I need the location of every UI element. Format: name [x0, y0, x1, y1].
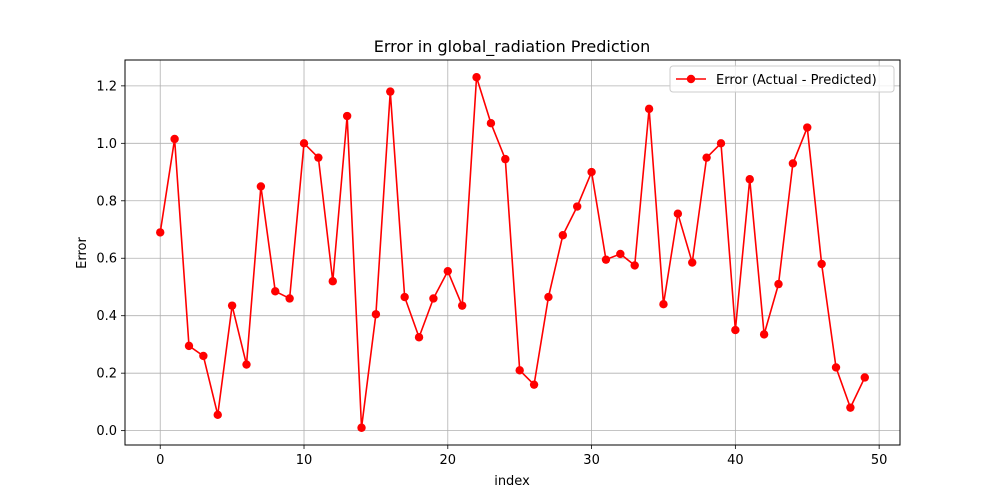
- legend-label: Error (Actual - Predicted): [716, 73, 877, 88]
- x-tick-label: 30: [583, 453, 600, 468]
- data-point: [213, 410, 222, 420]
- grid: [125, 60, 900, 445]
- data-point: [156, 228, 165, 237]
- data-point: [371, 310, 381, 319]
- data-point: [414, 333, 424, 342]
- data-point: [659, 300, 668, 309]
- data-point: [242, 360, 251, 369]
- data-point: [573, 202, 582, 211]
- data-point: [601, 255, 611, 264]
- x-tick-label: 50: [871, 453, 888, 468]
- data-point: [515, 366, 524, 375]
- data-point: [443, 266, 452, 276]
- y-tick-label: 1.2: [96, 79, 117, 94]
- chart-title: Error in global_radiation Prediction: [374, 37, 651, 57]
- data-point: [788, 159, 798, 168]
- series-layer: [156, 73, 869, 432]
- legend: Error (Actual - Predicted): [669, 65, 895, 93]
- data-point: [429, 294, 438, 303]
- data-point: [817, 259, 826, 269]
- data-point: [544, 292, 553, 302]
- data-point: [803, 123, 812, 132]
- data-point: [616, 249, 625, 259]
- data-point: [702, 153, 711, 162]
- data-point: [846, 403, 855, 412]
- y-tick-label: 0.4: [96, 309, 117, 324]
- x-tick-label: 10: [296, 453, 313, 468]
- data-point: [831, 363, 841, 372]
- data-point: [529, 380, 539, 389]
- y-tick-label: 0.8: [96, 194, 117, 209]
- data-point: [774, 279, 783, 289]
- data-point: [457, 301, 467, 310]
- data-point: [558, 231, 568, 240]
- data-point: [184, 341, 194, 351]
- y-tick-label: 0.2: [96, 367, 117, 382]
- legend-box: [669, 65, 895, 93]
- data-point: [759, 330, 769, 339]
- series-line: [159, 76, 866, 429]
- y-tick-label: 0.0: [96, 424, 117, 439]
- data-point: [299, 139, 309, 148]
- data-point: [400, 292, 409, 302]
- data-point: [314, 153, 323, 162]
- ticks: 0 10 20 30 40 50 0.0 0.2 0.4 0.6 0.8 1.0 1.2: [96, 79, 887, 468]
- data-point: [716, 139, 726, 148]
- data-point: [673, 209, 683, 218]
- data-point: [256, 182, 266, 191]
- data-point: [170, 134, 179, 144]
- data-point: [386, 87, 395, 96]
- data-point: [644, 104, 654, 114]
- y-tick-label: 1.0: [96, 137, 117, 152]
- x-tick-label: 20: [440, 453, 457, 468]
- data-point: [357, 423, 366, 432]
- data-point: [227, 301, 237, 310]
- data-point: [731, 325, 740, 335]
- data-point: [860, 373, 869, 382]
- legend-marker-swatch: [686, 74, 696, 84]
- data-point: [486, 119, 496, 128]
- data-point: [745, 175, 754, 184]
- data-point: [587, 167, 596, 177]
- x-tick-label: 0: [156, 453, 164, 468]
- data-point: [342, 111, 352, 121]
- data-point: [501, 154, 510, 164]
- data-point: [472, 73, 481, 82]
- y-tick-label: 0.6: [96, 252, 117, 267]
- plot-frame: [124, 59, 901, 446]
- x-tick-label: 40: [727, 453, 744, 468]
- data-point: [688, 258, 697, 267]
- x-axis-title: index: [494, 474, 530, 489]
- data-point: [199, 351, 208, 361]
- y-axis-title: Error: [75, 237, 90, 269]
- data-point: [285, 294, 294, 303]
- data-point: [630, 261, 639, 270]
- data-point: [328, 277, 337, 286]
- data-point: [271, 287, 280, 296]
